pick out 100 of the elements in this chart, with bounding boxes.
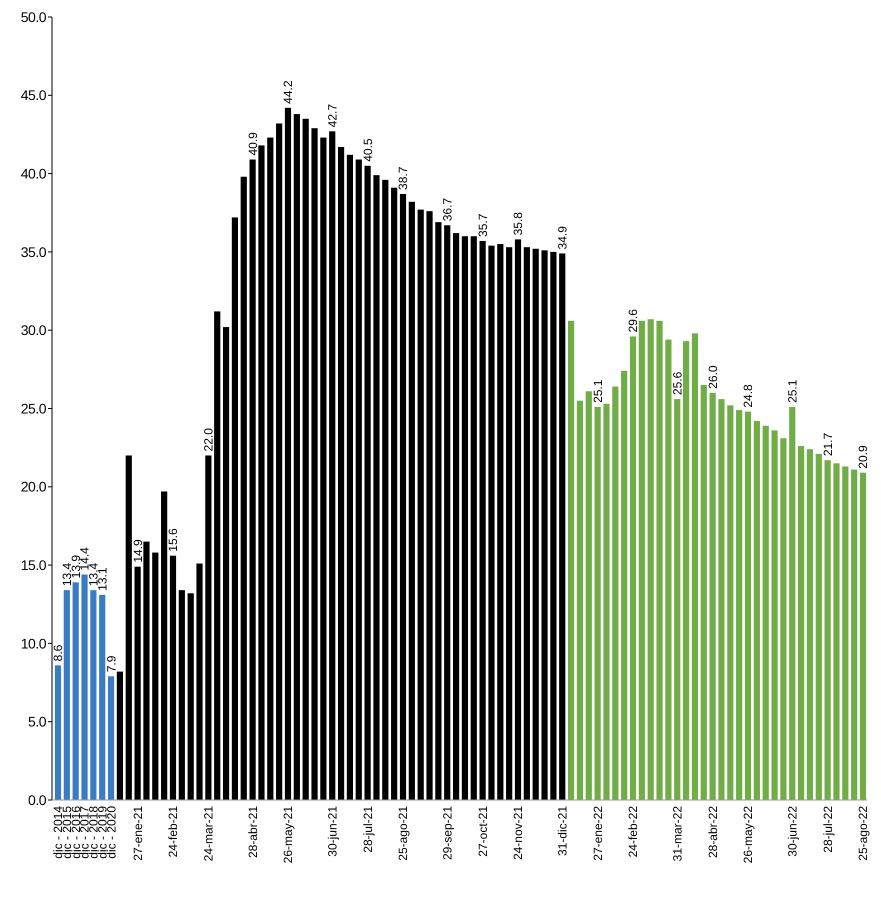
data-label: 25.1 — [785, 379, 800, 403]
y-tick-label: 5.0 — [28, 714, 47, 730]
y-tick-label: 30.0 — [20, 322, 47, 338]
bar — [682, 341, 690, 800]
bar — [258, 145, 265, 800]
data-label: 40.5 — [360, 138, 375, 162]
bar — [196, 564, 203, 800]
bar — [408, 202, 415, 800]
y-tick-label: 15.0 — [20, 557, 47, 573]
bar — [718, 399, 725, 800]
bar — [744, 412, 752, 800]
data-label: 42.7 — [325, 104, 340, 128]
bar — [90, 590, 96, 800]
x-tick-label: 28-abr-22 — [706, 806, 720, 858]
bar — [81, 574, 88, 800]
x-tick-label: 28-jul-22 — [820, 806, 835, 853]
bar — [302, 118, 309, 800]
bar — [356, 160, 362, 800]
y-tick-label: 20.0 — [20, 478, 47, 495]
bar — [798, 446, 804, 800]
data-label: 20.9 — [856, 445, 870, 469]
bar — [780, 438, 786, 800]
data-label: 14.9 — [130, 538, 145, 563]
bar — [816, 454, 822, 800]
data-label: 36.7 — [440, 198, 454, 222]
bar — [514, 239, 522, 800]
y-tick-label: 35.0 — [20, 244, 47, 260]
bar — [267, 138, 274, 800]
bar — [462, 236, 468, 800]
x-tick-label: 24-feb-22 — [626, 806, 640, 858]
bar — [400, 194, 406, 800]
bar — [568, 320, 574, 800]
data-label: 25.1 — [590, 379, 605, 403]
bar — [488, 246, 495, 800]
data-label: 22.0 — [202, 428, 216, 452]
bar — [506, 247, 512, 800]
bar — [338, 146, 344, 800]
bar — [710, 392, 716, 800]
bar — [771, 430, 778, 800]
x-tick-label: 31-mar-22 — [670, 806, 684, 862]
y-tick-label: 0.0 — [28, 792, 47, 808]
bar — [373, 175, 380, 800]
bar — [497, 244, 504, 800]
x-tick-label: 31-dic-21 — [555, 806, 570, 856]
bar — [754, 421, 760, 800]
bar — [524, 247, 530, 800]
bar — [170, 556, 176, 800]
bar — [54, 665, 62, 800]
bar — [64, 590, 70, 800]
data-label: 8.6 — [51, 644, 66, 662]
x-tick-label: 24-mar-21 — [202, 806, 216, 862]
bar — [559, 253, 566, 800]
bar — [762, 426, 769, 800]
bar — [99, 594, 106, 800]
bar — [143, 542, 150, 800]
data-label: 26.0 — [706, 365, 720, 389]
data-label: 15.6 — [166, 528, 180, 552]
x-tick-label: 26-may-21 — [281, 806, 296, 864]
data-label: 21.7 — [820, 432, 835, 456]
bar — [833, 463, 840, 800]
bar — [470, 236, 477, 800]
bar — [232, 217, 238, 800]
x-tick-label: 27-oct-21 — [476, 806, 490, 857]
bar — [824, 460, 831, 800]
bar — [452, 233, 460, 800]
x-tick-label: 28-jul-21 — [360, 806, 375, 853]
bar — [284, 108, 292, 800]
x-tick-label: 24-nov-21 — [511, 806, 526, 860]
x-tick-label: 30-jun-22 — [785, 806, 800, 857]
bar — [648, 319, 654, 800]
bar — [842, 466, 848, 800]
x-tick-label: 29-sep-21 — [440, 806, 454, 860]
bar — [214, 311, 220, 800]
bar — [532, 248, 539, 800]
data-label: 38.7 — [396, 166, 410, 190]
data-label: 35.7 — [476, 213, 490, 237]
x-tick-label: 27-ene-21 — [130, 806, 145, 861]
bar — [134, 566, 141, 800]
data-label: 40.9 — [246, 132, 260, 156]
bar — [240, 176, 247, 800]
bar — [72, 582, 79, 800]
bar — [108, 676, 114, 800]
bar — [152, 552, 158, 800]
bar — [851, 470, 858, 800]
y-tick-label: 10.0 — [20, 635, 47, 652]
bar — [426, 211, 433, 800]
bar — [222, 327, 230, 800]
bar — [294, 114, 300, 800]
bar — [541, 250, 548, 800]
bar — [550, 252, 556, 800]
bar — [806, 449, 814, 800]
bar — [391, 188, 398, 800]
data-label: 24.8 — [741, 384, 756, 408]
bar — [612, 386, 618, 800]
bar — [736, 410, 742, 800]
bar — [674, 399, 680, 800]
x-tick-label: 27-ene-22 — [590, 806, 605, 861]
data-label: 7.9 — [104, 655, 118, 672]
bar — [621, 370, 628, 800]
data-label: 44.2 — [281, 80, 296, 104]
